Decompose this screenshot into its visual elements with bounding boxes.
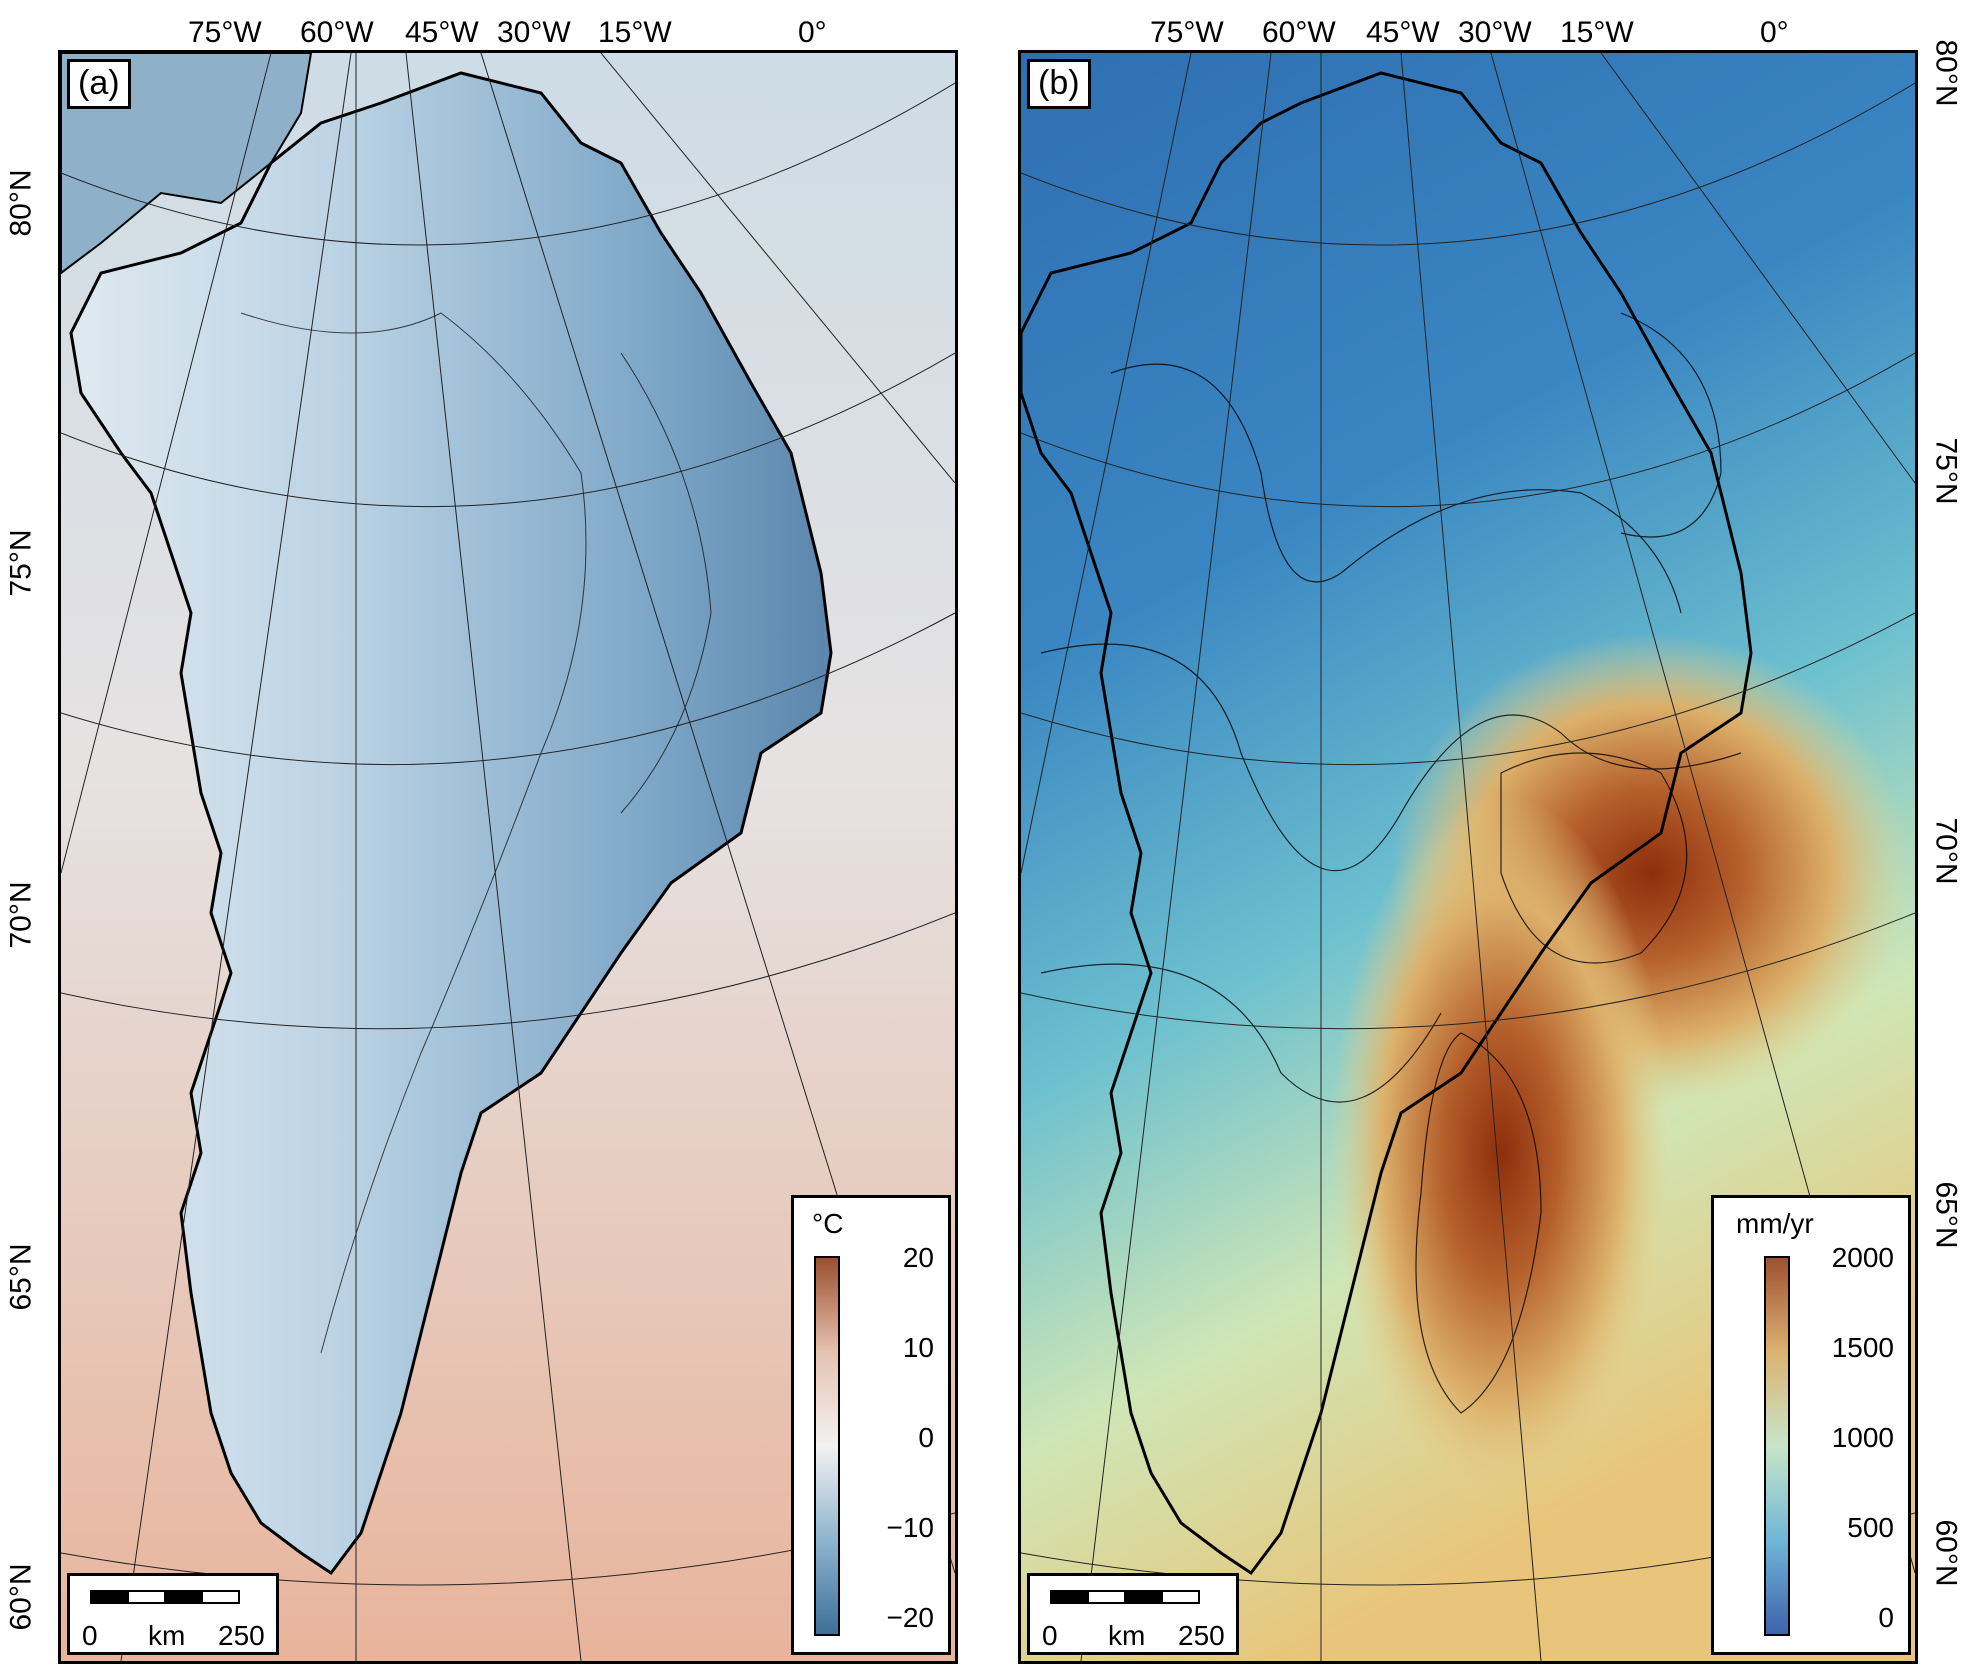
lat-label-65n: 65°N bbox=[4, 1243, 38, 1311]
scalebar-b-start: 0 bbox=[1042, 1620, 1058, 1651]
legend-a-tick-10: 10 bbox=[902, 1332, 934, 1363]
lon-label-60w: 60°W bbox=[300, 16, 374, 49]
lon-label-75w-b: 75°W bbox=[1150, 16, 1224, 49]
lat-label-80n-b: 80°N bbox=[1929, 39, 1963, 107]
lat-label-60n: 60°N bbox=[4, 1563, 38, 1631]
lon-label-30w: 30°W bbox=[497, 16, 571, 49]
lat-label-65n-b: 65°N bbox=[1929, 1181, 1963, 1249]
contour-a-1 bbox=[240, 312, 587, 1354]
legend-b-tick-1000: 1000 bbox=[1831, 1422, 1894, 1453]
scalebar-b-unit: km bbox=[1108, 1620, 1146, 1651]
scalebar-a-bar bbox=[90, 1590, 240, 1604]
scalebar-a-end: 250 bbox=[218, 1620, 265, 1651]
lon-label-0-b: 0° bbox=[1760, 16, 1789, 49]
scalebar-b: 0 km 250 bbox=[1027, 1573, 1239, 1655]
contour-a-2 bbox=[620, 352, 712, 814]
isohyets-b bbox=[1040, 312, 1742, 1414]
lon-label-30w-b: 30°W bbox=[1458, 16, 1532, 49]
panel-tag-a: (a) bbox=[67, 59, 131, 109]
graticule-b bbox=[1021, 53, 1915, 1661]
lat-label-70n-b: 70°N bbox=[1929, 817, 1963, 885]
map-b-graphic bbox=[1021, 53, 1915, 1661]
legend-b-tick-1500: 1500 bbox=[1831, 1332, 1894, 1363]
lon-label-60w-b: 60°W bbox=[1262, 16, 1336, 49]
legend-b-tick-2000: 2000 bbox=[1831, 1242, 1894, 1273]
panel-tag-b: (b) bbox=[1027, 59, 1091, 109]
legend-b-unit: mm/yr bbox=[1736, 1208, 1814, 1239]
scalebar-b-end: 250 bbox=[1178, 1620, 1225, 1651]
legend-b-tick-0: 0 bbox=[1878, 1602, 1894, 1633]
lat-label-70n: 70°N bbox=[4, 881, 38, 949]
greenland-coastline-b bbox=[1021, 71, 1753, 1576]
scalebar-b-bar bbox=[1050, 1590, 1200, 1604]
lon-label-15w: 15°W bbox=[598, 16, 672, 49]
legend-a: °C 20 10 0 −10 −20 bbox=[791, 1195, 951, 1655]
scalebar-a-unit: km bbox=[148, 1620, 186, 1651]
legend-a-unit: °C bbox=[812, 1208, 844, 1239]
lon-label-45w-b: 45°W bbox=[1366, 16, 1440, 49]
lat-label-80n: 80°N bbox=[4, 169, 38, 237]
legend-b-tick-500: 500 bbox=[1847, 1512, 1894, 1543]
scalebar-a-start: 0 bbox=[82, 1620, 98, 1651]
map-a: (a) 0 km 250 °C 20 10 0 −10 −20 bbox=[58, 50, 958, 1664]
map-b: (b) 0 km 250 mm/yr 2000 1500 1000 500 0 bbox=[1018, 50, 1918, 1664]
lon-label-45w: 45°W bbox=[405, 16, 479, 49]
legend-b: mm/yr 2000 1500 1000 500 0 bbox=[1711, 1195, 1911, 1655]
lon-label-15w-b: 15°W bbox=[1560, 16, 1634, 49]
lat-label-60n-b: 60°N bbox=[1929, 1519, 1963, 1587]
legend-b-colorbar bbox=[1764, 1256, 1790, 1636]
legend-a-colorbar bbox=[814, 1256, 840, 1636]
lon-label-0: 0° bbox=[798, 16, 827, 49]
scalebar-a: 0 km 250 bbox=[67, 1573, 279, 1655]
lat-label-75n: 75°N bbox=[4, 529, 38, 597]
lon-label-75w: 75°W bbox=[188, 16, 262, 49]
precip-peak-southeast bbox=[1331, 793, 1671, 1513]
greenland-a bbox=[69, 71, 833, 1576]
legend-a-tick-20: 20 bbox=[902, 1242, 934, 1273]
legend-a-tick-neg10: −10 bbox=[886, 1512, 935, 1543]
legend-a-tick-neg20: −20 bbox=[886, 1602, 935, 1633]
lat-label-75n-b: 75°N bbox=[1929, 437, 1963, 505]
legend-a-tick-0: 0 bbox=[918, 1422, 934, 1453]
